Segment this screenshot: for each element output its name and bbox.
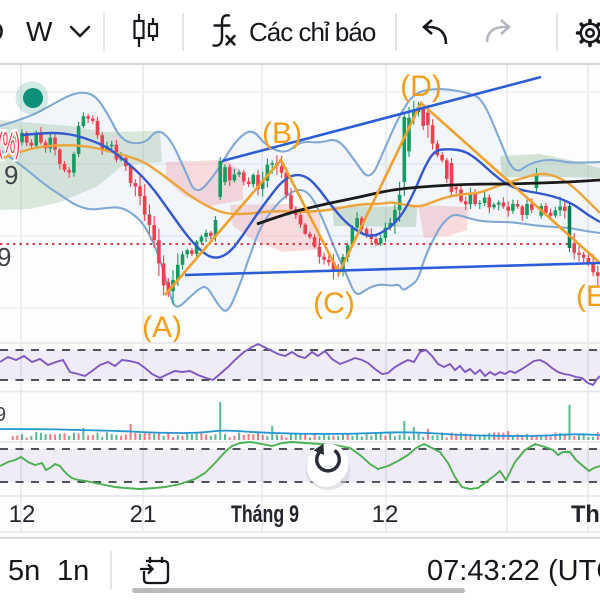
- svg-text:Tháng 9: Tháng 9: [231, 501, 299, 528]
- svg-text:12: 12: [372, 501, 399, 528]
- svg-text:(%): (%): [0, 127, 20, 160]
- svg-text:(C): (C): [313, 287, 355, 320]
- svg-text:9: 9: [0, 242, 11, 272]
- svg-text:9: 9: [4, 160, 18, 190]
- svg-text:(B): (B): [262, 117, 302, 150]
- svg-text:(D): (D): [400, 70, 442, 103]
- svg-text:21: 21: [130, 501, 157, 528]
- svg-text:9: 9: [0, 404, 6, 426]
- svg-text:(E): (E): [576, 280, 600, 313]
- svg-text:12: 12: [9, 501, 36, 528]
- svg-text:Thá: Thá: [571, 501, 600, 528]
- svg-text:(A): (A): [142, 311, 182, 344]
